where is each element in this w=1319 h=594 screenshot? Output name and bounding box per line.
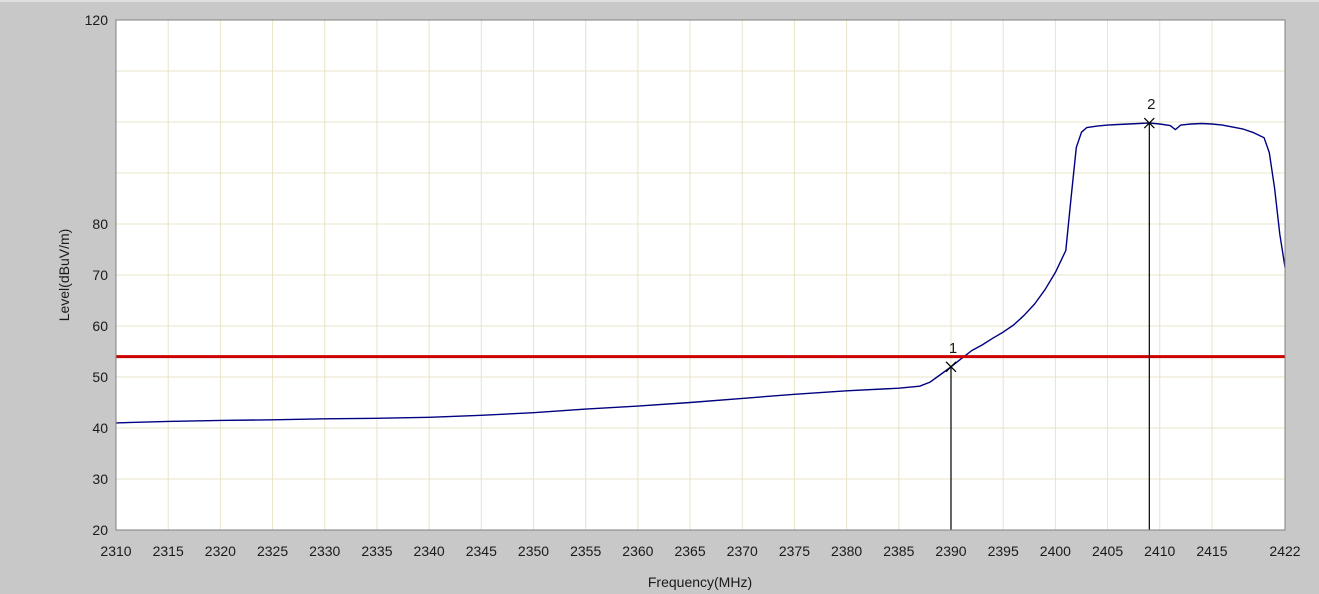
x-tick-label: 2355 [570, 543, 601, 559]
x-tick-label: 2365 [674, 543, 705, 559]
marker-1-label: 1 [949, 340, 957, 357]
x-tick-label: 2335 [361, 543, 392, 559]
spectrum-trace [115, 122, 1286, 424]
marker-2-cross-b [1143, 117, 1155, 129]
x-tick-label: 2385 [883, 543, 914, 559]
x-tick-label: 2330 [309, 543, 340, 559]
x-axis-label: Frequency(MHz) [648, 574, 752, 590]
x-tick-label: 2405 [1092, 543, 1123, 559]
plot-border [115, 19, 1286, 531]
x-tick-label: 2310 [100, 543, 131, 559]
x-tick-label: 2400 [1040, 543, 1071, 559]
frame-right [1285, 0, 1319, 594]
frame-top [0, 0, 1319, 20]
plot-series [115, 122, 1286, 424]
x-tick-label: 2350 [518, 543, 549, 559]
grid [116, 20, 1285, 530]
x-tick-label: 2320 [205, 543, 236, 559]
y-tick-label: 20 [92, 522, 108, 538]
y-tick-label: 120 [85, 12, 109, 28]
frame-bottom [0, 530, 1319, 594]
y-tick-label: 40 [92, 420, 108, 436]
x-tick-label: 2375 [779, 543, 810, 559]
x-tick-label: 2340 [414, 543, 445, 559]
y-tick-label: 80 [92, 216, 108, 232]
x-tick-label: 2415 [1196, 543, 1227, 559]
window-border-top [0, 0, 1319, 2]
x-tick-label: 2390 [935, 543, 966, 559]
x-tick-label: 2380 [831, 543, 862, 559]
frame-left [0, 0, 116, 594]
y-tick-label: 30 [92, 471, 108, 487]
marker-1-cross-b [945, 361, 957, 373]
marker-2-label: 2 [1147, 96, 1155, 113]
x-tick-label: 2325 [257, 543, 288, 559]
x-tick-label: 2410 [1144, 543, 1175, 559]
x-tick-label: 2315 [153, 543, 184, 559]
y-tick-label: 60 [92, 318, 108, 334]
x-tick-label: 2395 [988, 543, 1019, 559]
ticks: 2310 2315 2320 2325 2330 2335 2340 2345 2350 2355… [85, 12, 1301, 559]
y-tick-label: 70 [92, 267, 108, 283]
x-tick-label: 2360 [622, 543, 653, 559]
y-axis-label: Level(dBuV/m) [56, 229, 72, 322]
y-tick-label: 50 [92, 369, 108, 385]
x-tick-label: 2370 [727, 543, 758, 559]
x-tick-label: 2422 [1269, 543, 1300, 559]
x-tick-label: 2345 [466, 543, 497, 559]
markers: 12 [945, 96, 1155, 530]
